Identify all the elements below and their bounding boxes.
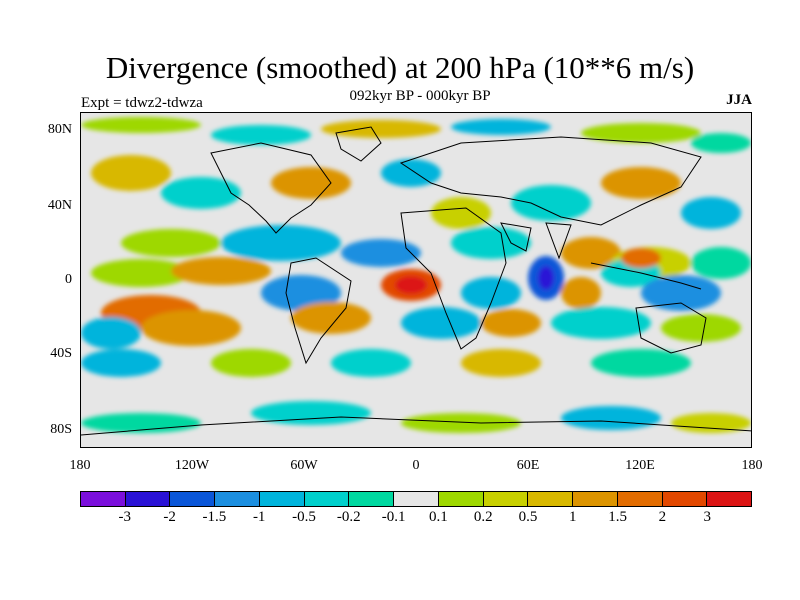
colorbar-swatch bbox=[438, 492, 484, 506]
lon-tick-label: 180 bbox=[69, 458, 91, 473]
lon-tick-label: 120W bbox=[174, 458, 210, 473]
colorbar-label: -0.2 bbox=[336, 509, 361, 525]
colorbar-swatch bbox=[215, 492, 260, 506]
colorbar-swatch bbox=[394, 492, 439, 506]
colorbar-label: 3 bbox=[703, 509, 711, 525]
lat-tick-label: 0 bbox=[65, 272, 72, 287]
season-label: JJA bbox=[726, 92, 752, 108]
coastlines bbox=[81, 126, 751, 436]
lat-tick-label: 40S bbox=[50, 346, 72, 361]
colorbar-label: 0.5 bbox=[518, 509, 538, 525]
colorbar-swatch bbox=[81, 492, 126, 506]
colorbar-label: -1 bbox=[252, 509, 266, 525]
colorbar-swatch bbox=[125, 492, 171, 506]
colorbar-label: -2 bbox=[163, 509, 176, 525]
colorbar-swatch bbox=[349, 492, 395, 506]
divergence-map bbox=[80, 112, 752, 448]
colorbar-label: 2 bbox=[658, 509, 667, 525]
lat-tick-label: 40N bbox=[47, 198, 72, 213]
lon-tick-label: 0 bbox=[412, 458, 420, 473]
divergence-field bbox=[81, 113, 751, 447]
colorbar bbox=[80, 491, 752, 507]
lon-tick-label: 120E bbox=[625, 458, 655, 473]
colorbar-label: 1.5 bbox=[608, 509, 627, 525]
map-subtitle: 092kyr BP - 000kyr BP bbox=[349, 88, 491, 104]
colorbar-label: 0.1 bbox=[429, 509, 448, 525]
divergence-blobs bbox=[81, 117, 751, 433]
colorbar-swatch bbox=[573, 492, 618, 506]
lat-tick-label: 80S bbox=[50, 422, 72, 437]
experiment-label: Expt = tdwz2-tdwza bbox=[81, 95, 203, 111]
colorbar-swatch bbox=[304, 492, 350, 506]
lon-tick-label: 60E bbox=[516, 458, 540, 473]
colorbar-swatch bbox=[483, 492, 529, 506]
colorbar-label: 0.2 bbox=[473, 509, 493, 525]
map-title: Divergence (smoothed) at 200 hPa (10**6 … bbox=[105, 50, 695, 85]
colorbar-swatch bbox=[170, 492, 216, 506]
colorbar-swatch bbox=[707, 492, 752, 506]
colorbar-swatch bbox=[259, 492, 305, 506]
colorbar-swatch bbox=[617, 492, 663, 506]
colorbar-label: -0.1 bbox=[381, 509, 406, 525]
colorbar-label: -0.5 bbox=[292, 509, 316, 525]
colorbar-label: -3 bbox=[118, 509, 132, 525]
lon-tick-label: 60W bbox=[290, 458, 318, 473]
colorbar-label: 1 bbox=[569, 509, 577, 525]
colorbar-swatch bbox=[528, 492, 574, 506]
lon-tick-label: 180 bbox=[741, 458, 763, 473]
colorbar-swatch bbox=[662, 492, 708, 506]
lat-tick-label: 80N bbox=[47, 122, 72, 137]
colorbar-label: -1.5 bbox=[202, 509, 227, 525]
